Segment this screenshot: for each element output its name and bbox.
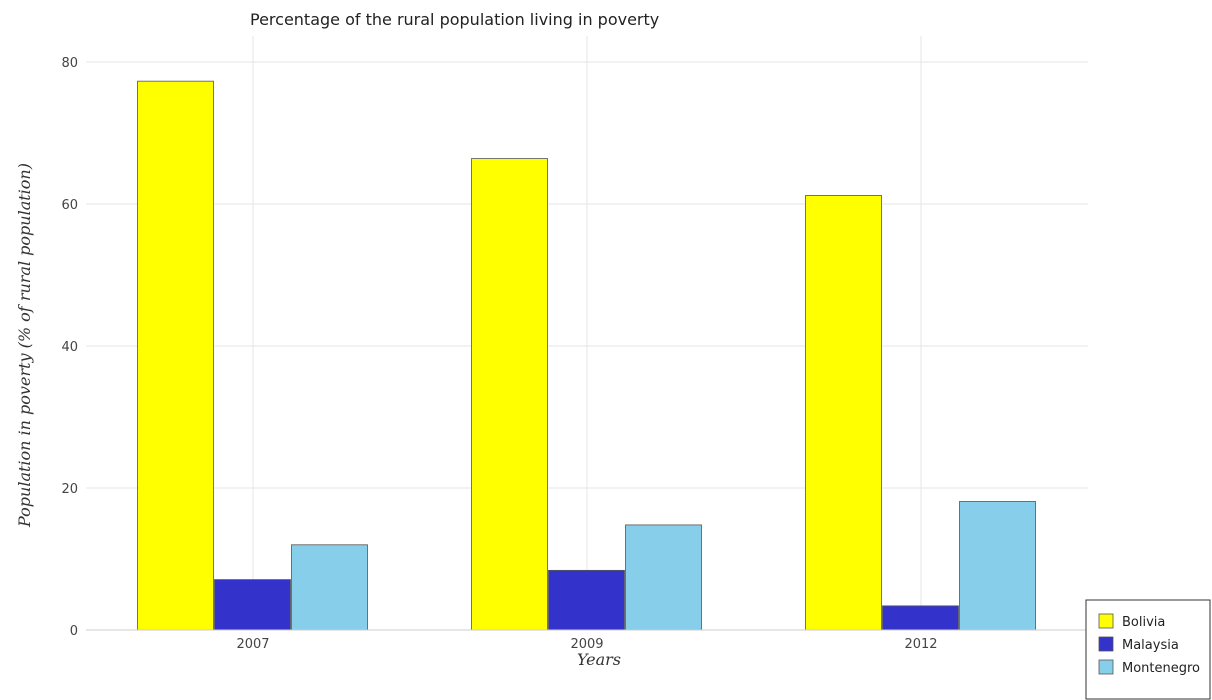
legend-swatch-bolivia — [1098, 613, 1114, 629]
x-tick-label: 2007 — [236, 637, 269, 652]
x-tick-label: 2009 — [570, 637, 603, 652]
bar-montenegro-2012 — [959, 501, 1036, 631]
chart-title: Percentage of the rural population livin… — [250, 10, 659, 29]
bars — [137, 80, 1036, 631]
legend-label-malaysia: Malaysia — [1122, 638, 1179, 653]
legend-label-montenegro: Montenegro — [1122, 661, 1200, 676]
bar-malaysia-2009 — [548, 569, 625, 631]
y-tick-label: 60 — [61, 198, 78, 213]
legend: Bolivia Malaysia Montenegro — [1085, 599, 1211, 700]
y-tick-label: 80 — [61, 56, 78, 71]
y-tick-label: 0 — [70, 624, 78, 639]
bar-malaysia-2007 — [214, 579, 291, 631]
y-tick-label: 20 — [61, 482, 78, 497]
x-axis-label: Years — [577, 650, 621, 669]
bar-malaysia-2012 — [882, 605, 959, 631]
grid — [86, 36, 1088, 631]
y-tick-label: 40 — [61, 340, 78, 355]
x-tick-label: 2012 — [904, 637, 937, 652]
legend-swatch-montenegro — [1098, 659, 1114, 675]
bar-bolivia-2009 — [471, 158, 548, 631]
bar-montenegro-2007 — [291, 544, 368, 631]
legend-swatch-malaysia — [1098, 636, 1114, 652]
y-tick-labels: 0 20 40 60 80 — [61, 56, 78, 639]
x-tick-labels: 2007 2009 2012 — [236, 637, 937, 652]
bar-montenegro-2009 — [625, 524, 702, 631]
bar-bolivia-2012 — [805, 195, 882, 631]
legend-label-bolivia: Bolivia — [1122, 615, 1165, 630]
bar-bolivia-2007 — [137, 80, 214, 631]
y-axis-label: Population in poverty (% of rural popula… — [15, 163, 34, 528]
